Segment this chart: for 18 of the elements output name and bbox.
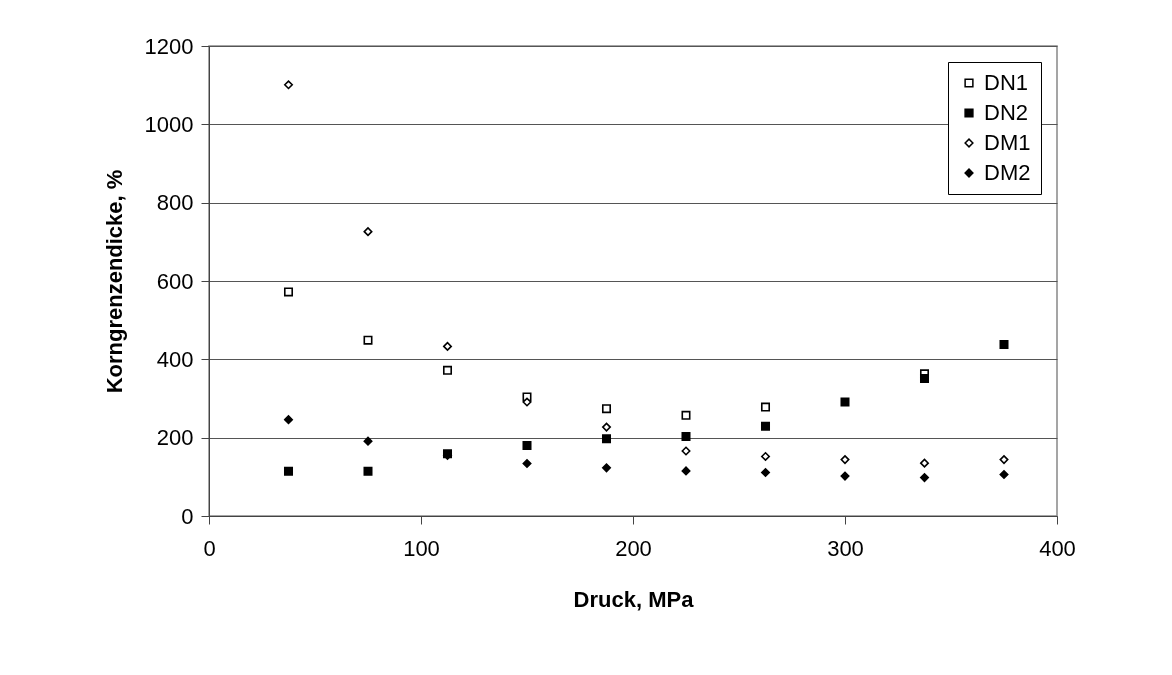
- y-tick-label: 400: [156, 346, 194, 372]
- x-axis-title: Druck, MPa: [573, 586, 695, 612]
- x-tick-label: 300: [827, 535, 864, 561]
- y-tick-label: 0: [181, 503, 194, 529]
- legend-label: DM1: [984, 130, 1031, 155]
- y-axis-title: Korngrenzendicke, %: [101, 169, 127, 394]
- x-tick-label: 200: [615, 535, 652, 561]
- y-tick-label: 1000: [144, 111, 194, 137]
- legend-label: DN1: [984, 70, 1029, 95]
- legend-label: DN2: [984, 100, 1029, 125]
- x-tick-label: 100: [403, 535, 440, 561]
- y-tick-label: 600: [156, 268, 194, 294]
- y-tick-label: 1200: [144, 33, 194, 59]
- x-tick-label: 0: [203, 535, 216, 561]
- x-tick-label: 400: [1039, 535, 1076, 561]
- legend-label: DM2: [984, 160, 1031, 185]
- y-tick-label: 200: [156, 425, 194, 451]
- y-tick-label: 800: [156, 190, 194, 216]
